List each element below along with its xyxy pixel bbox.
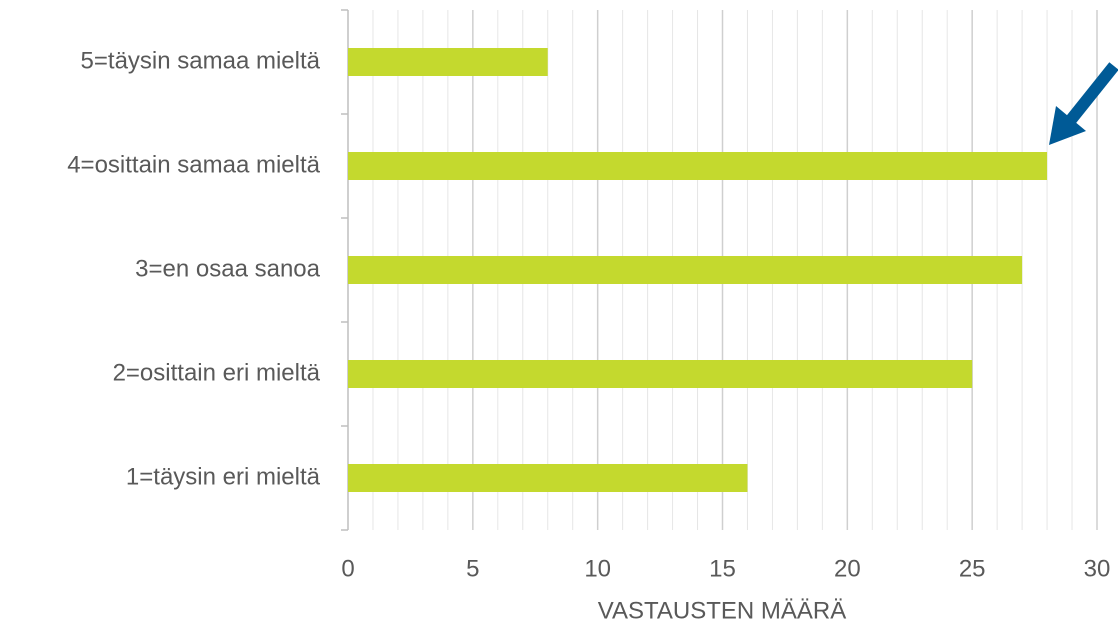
y-tick-label: 1=täysin eri mieltä	[126, 463, 321, 490]
annotation-arrow	[1049, 62, 1118, 145]
arrow-shaft	[1061, 62, 1118, 130]
bar	[348, 464, 748, 492]
x-tick-label: 5	[466, 555, 479, 582]
y-tick-label: 2=osittain eri mieltä	[113, 359, 321, 386]
x-tick-label: 20	[834, 555, 861, 582]
y-tick-label: 5=täysin samaa mieltä	[81, 47, 321, 74]
arrow-head	[1049, 106, 1086, 145]
x-tick-label: 10	[584, 555, 611, 582]
x-tick-label: 25	[959, 555, 986, 582]
y-tick-label: 3=en osaa sanoa	[135, 255, 320, 282]
bar	[348, 152, 1048, 180]
x-axis-title: VASTAUSTEN MÄÄRÄ	[598, 597, 846, 624]
x-tick-label: 15	[709, 555, 736, 582]
bar	[348, 48, 548, 76]
bar	[348, 360, 973, 388]
x-tick-label: 30	[1084, 555, 1111, 582]
x-tick-label: 0	[341, 555, 354, 582]
bar	[348, 256, 1023, 284]
y-tick-label: 4=osittain samaa mieltä	[67, 151, 320, 178]
